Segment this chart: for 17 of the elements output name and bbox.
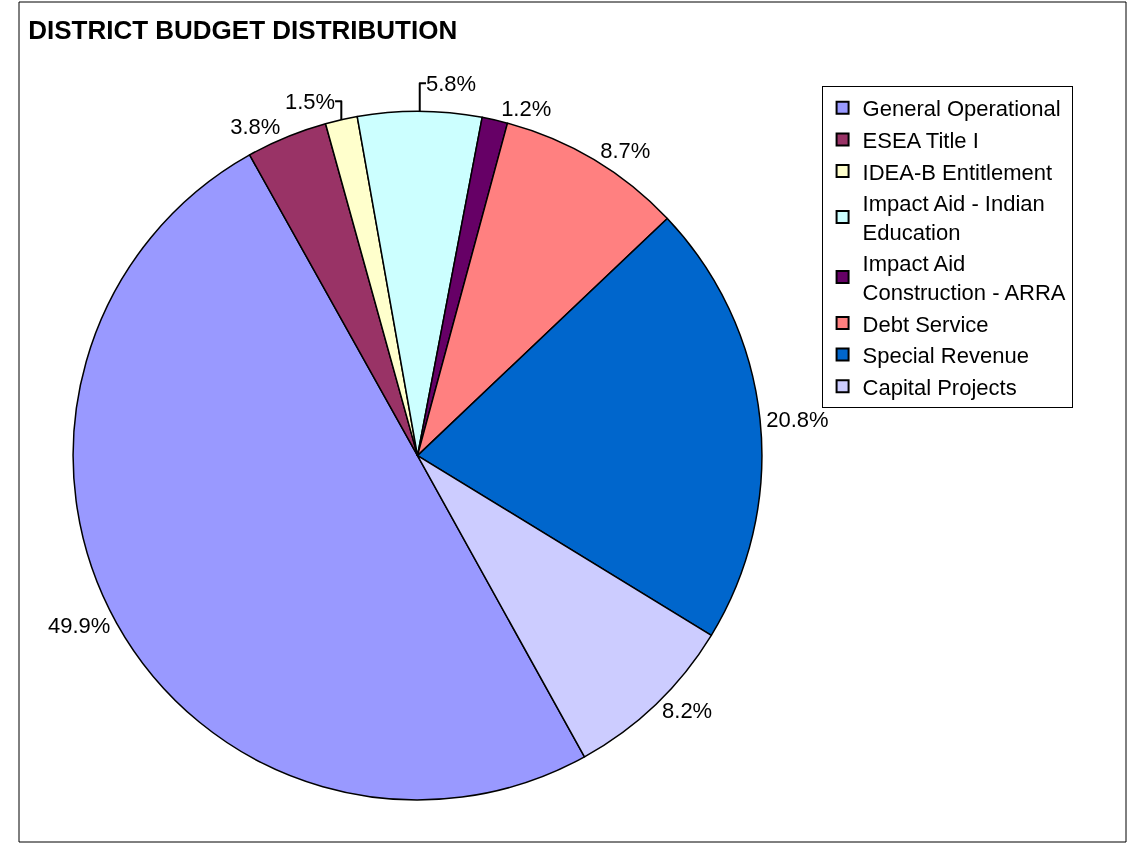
data-label: 1.2%: [501, 95, 552, 121]
legend-label: Debt Service: [862, 311, 989, 337]
data-label: 20.8%: [766, 406, 829, 432]
data-label: 49.9%: [47, 613, 111, 639]
data-label: 8.2%: [662, 698, 713, 724]
legend-label: Capital Projects: [862, 374, 1017, 400]
legend-label: Special Revenue: [862, 343, 1029, 369]
legend-label: IDEA-B Entitlement: [862, 159, 1053, 185]
legend-label: ESEA Title I: [862, 127, 979, 153]
legend-label: General Operational: [862, 96, 1061, 122]
legend-label: Impact Aid - Indian Education: [862, 191, 1045, 245]
data-label: 5.8%: [425, 70, 477, 96]
data-label: 8.7%: [600, 138, 651, 164]
data-label: 3.8%: [230, 113, 281, 139]
chart-title: DISTRICT BUDGET DISTRIBUTION: [28, 15, 458, 46]
data-label: 1.5%: [284, 88, 336, 114]
legend-label: Impact Aid Construction - ARRA: [862, 251, 1066, 305]
